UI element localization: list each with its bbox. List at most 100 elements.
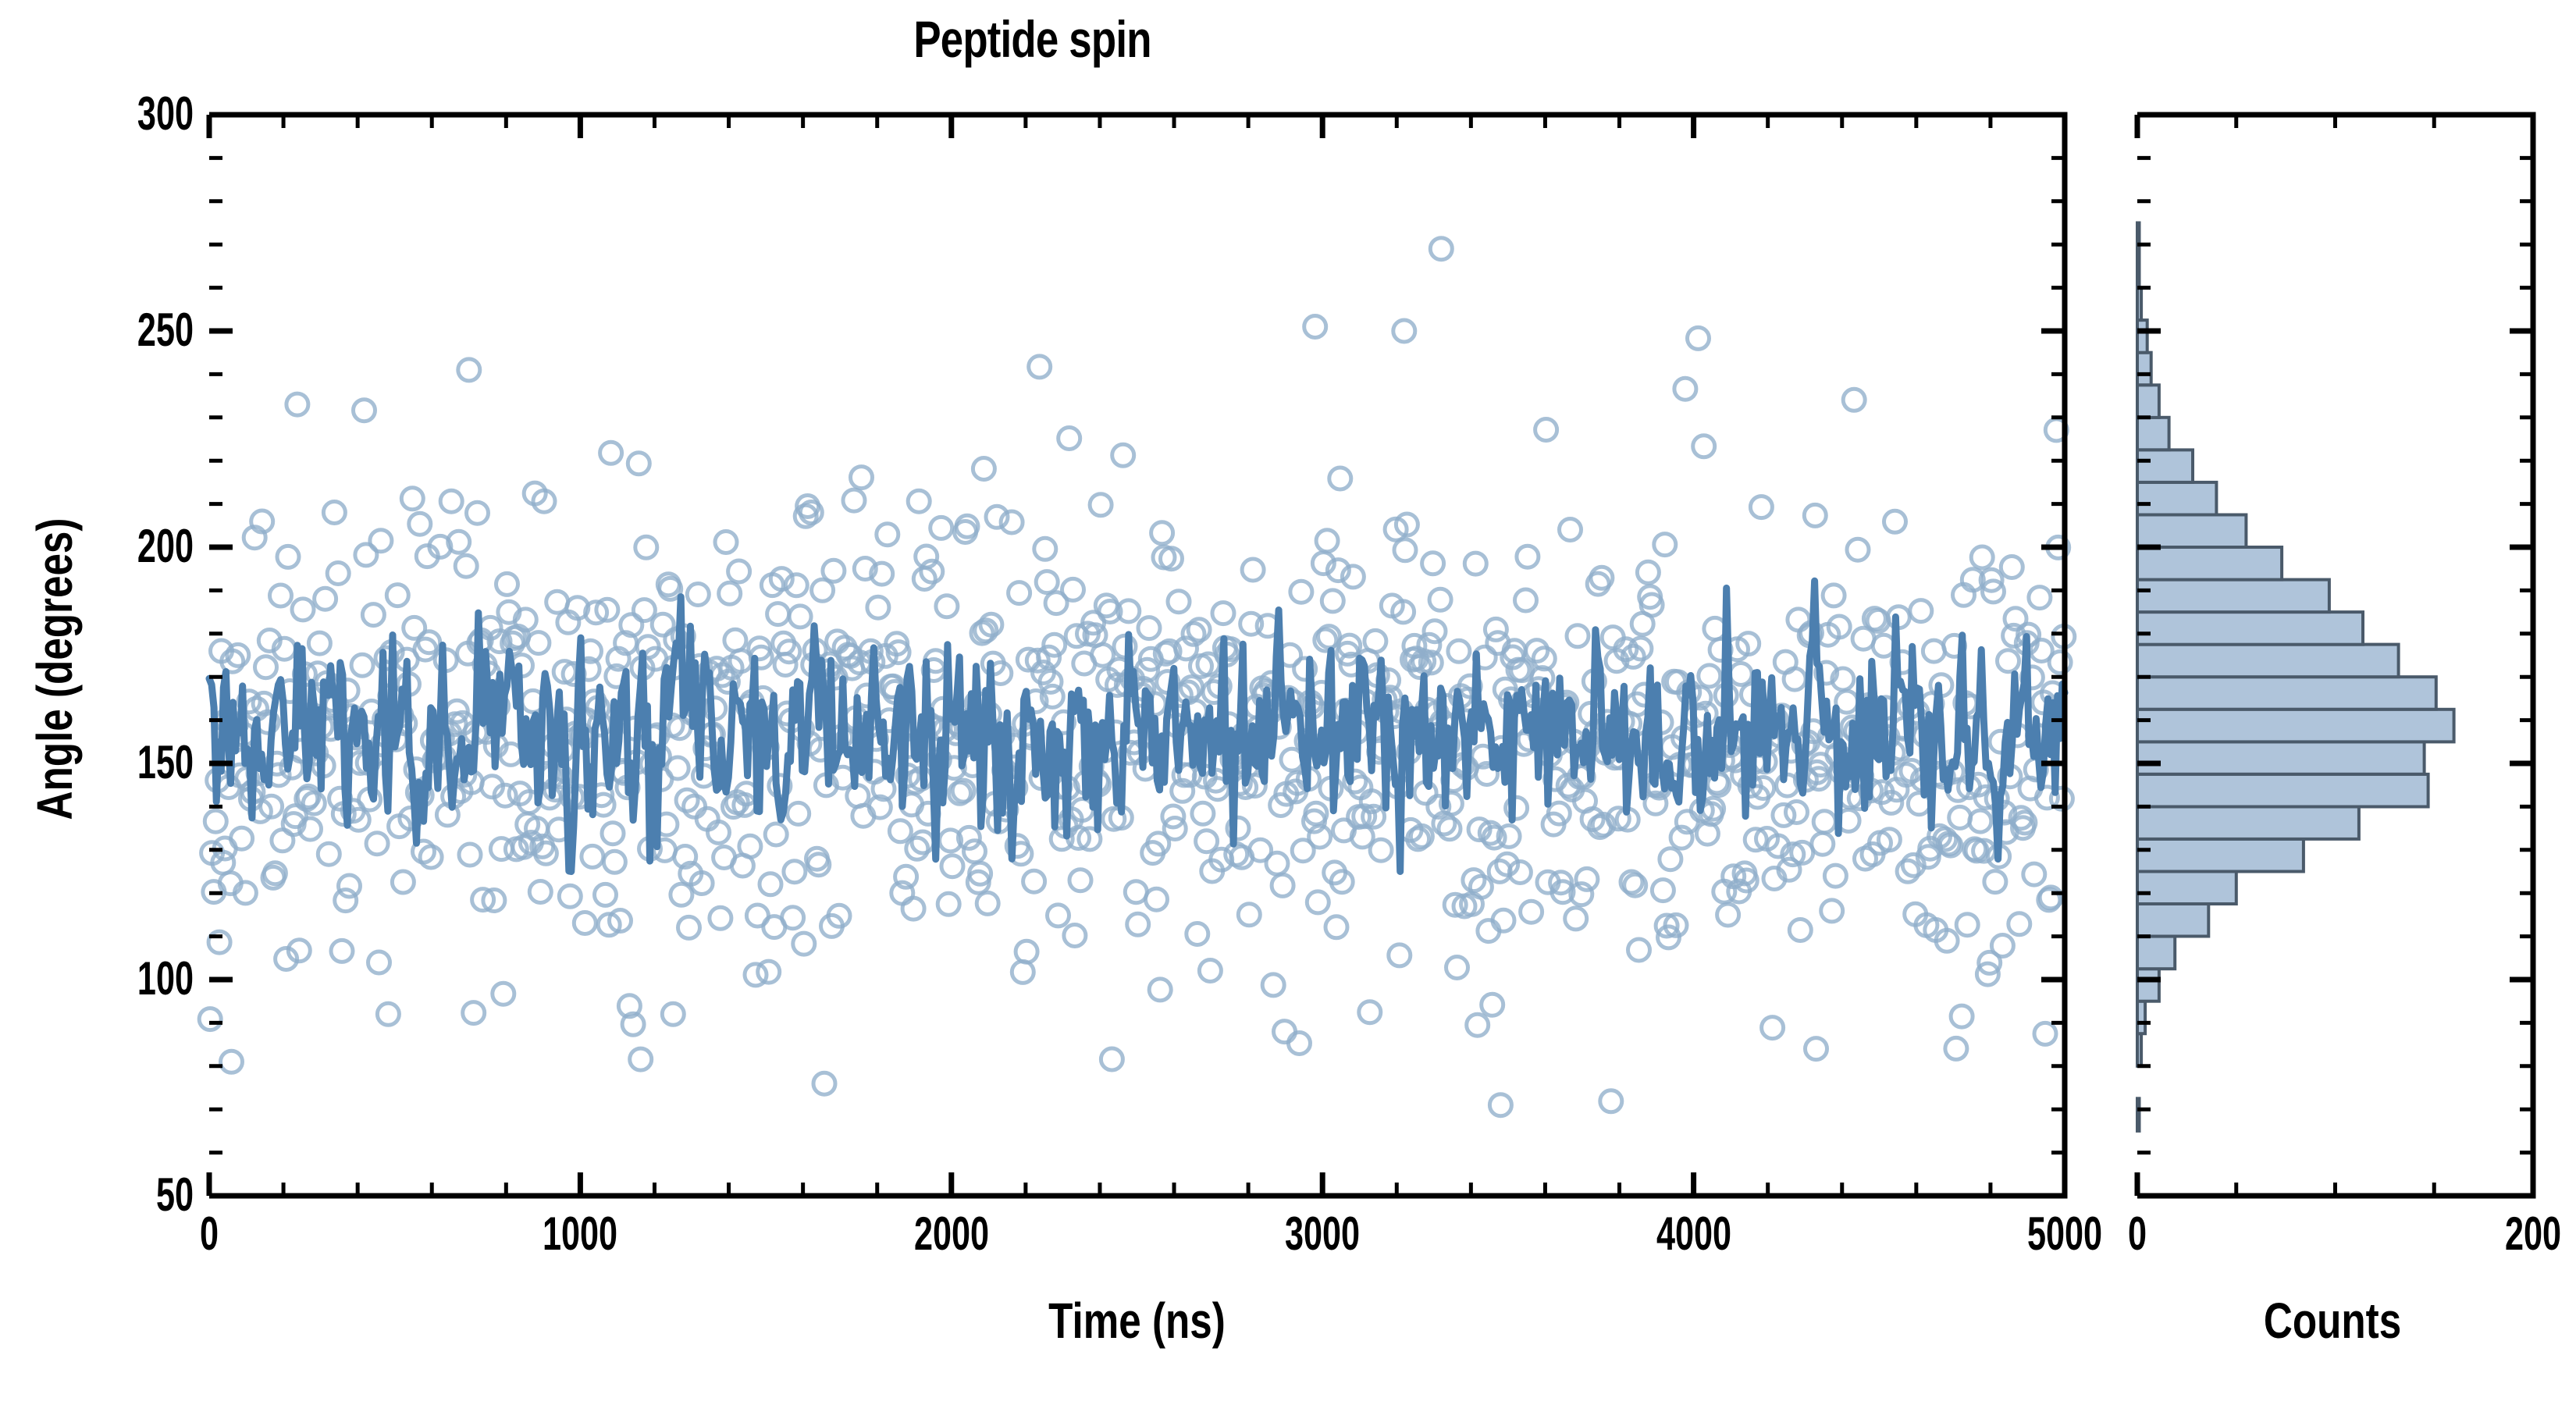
scatter-point — [685, 582, 711, 607]
scatter-point — [258, 793, 285, 820]
scatter-point — [1563, 905, 1589, 932]
scatter-point — [1238, 610, 1265, 637]
histogram-bar — [2136, 513, 2248, 549]
histogram-bar — [2136, 221, 2141, 257]
scatter-point — [1034, 569, 1060, 596]
scatter-point — [1759, 1015, 1786, 1041]
x-tick-label: 3000 — [1285, 1208, 1361, 1260]
scatter-point — [1240, 557, 1266, 583]
scatter-point — [464, 500, 490, 526]
scatter-point — [1067, 867, 1094, 894]
scatter-point — [1009, 959, 1036, 985]
scatter-point — [1978, 567, 2005, 593]
scatter-point — [1546, 800, 1572, 827]
scatter-point — [1425, 794, 1452, 820]
scatter-point — [1811, 809, 1838, 835]
scatter-point — [1943, 1035, 1969, 1062]
scatter-point — [768, 566, 795, 592]
scatter-point — [349, 652, 375, 678]
scatter-point — [1932, 826, 1959, 852]
scatter-point — [791, 930, 817, 957]
scatter-point — [1976, 949, 2003, 976]
scatter-point — [1160, 803, 1187, 830]
scatter-point — [722, 627, 749, 653]
scatter-point — [321, 500, 347, 525]
scatter-point — [1937, 832, 1964, 859]
scatter-point — [301, 790, 327, 816]
scatter-point — [1893, 762, 1920, 788]
scatter-point — [1043, 590, 1069, 617]
scatter-point — [1446, 638, 1472, 664]
scatter-point — [900, 895, 927, 922]
scatter-point — [1314, 528, 1340, 554]
scatter-point — [1125, 911, 1151, 937]
scatter-point — [866, 794, 893, 820]
scatter-point — [1813, 660, 1840, 686]
scatter-point — [1784, 799, 1809, 825]
scatter-point — [1145, 831, 1172, 857]
scatter-point — [1368, 837, 1394, 863]
scatter-point — [1292, 656, 1318, 682]
scatter-point — [1822, 863, 1848, 889]
y-tick-label: 150 — [137, 736, 194, 788]
scatter-point — [1720, 863, 1747, 890]
scatter-point — [1197, 958, 1223, 984]
scatter-point — [1948, 1003, 1975, 1030]
histogram-series — [2136, 221, 2456, 1133]
chart-title: Peptide spin — [913, 10, 1151, 68]
scatter-point — [865, 594, 891, 621]
scatter-point — [1598, 1088, 1624, 1115]
scatter-point — [1780, 841, 1806, 868]
scatter-point — [714, 669, 741, 695]
scatter-point — [481, 887, 507, 913]
scatter-point — [1149, 520, 1176, 546]
scatter-point — [776, 638, 802, 665]
scatter-point — [490, 980, 517, 1007]
scatter-point — [297, 816, 323, 842]
scatter-point — [1362, 628, 1389, 654]
scatter-point — [2006, 911, 2033, 937]
scatter-point — [1652, 532, 1678, 558]
scatter-point — [1733, 867, 1759, 894]
scatter-point — [1706, 772, 1732, 799]
scatter-point — [962, 838, 987, 865]
scatter-point — [676, 914, 702, 941]
scatter-point — [1613, 636, 1639, 663]
scatter-point — [2008, 805, 2034, 831]
scatter-point — [290, 596, 316, 623]
scatter-point — [1162, 816, 1188, 841]
scatter-point — [1037, 668, 1064, 695]
scatter-point — [1461, 867, 1487, 894]
scatter-point — [707, 905, 734, 931]
scatter-point — [527, 879, 553, 905]
scatter-point — [1247, 837, 1274, 863]
scatter-point — [1649, 877, 1676, 904]
scatter-point — [312, 585, 339, 612]
scatter-point — [360, 602, 386, 628]
scatter-point — [756, 959, 782, 985]
y-tick-label: 100 — [137, 952, 194, 1005]
scatter-point — [1878, 789, 1905, 816]
scatter-point — [1408, 823, 1435, 849]
scatter-point — [978, 611, 1005, 638]
scatter-point — [438, 488, 464, 514]
scatter-point — [557, 883, 583, 909]
histogram-bar — [2136, 578, 2331, 614]
scatter-point — [849, 464, 874, 491]
scatter-point — [1620, 643, 1646, 670]
scatter-point — [351, 397, 377, 424]
scatter-point — [1998, 554, 2025, 580]
y-tick-label: 200 — [137, 520, 194, 572]
scatter-point — [1574, 866, 1600, 892]
scatter-point — [1062, 923, 1088, 948]
scatter-point — [1477, 820, 1503, 846]
scatter-point — [1691, 433, 1717, 460]
scatter-point — [1444, 955, 1470, 980]
scatter-point — [1026, 354, 1053, 380]
scatter-point — [1653, 912, 1680, 939]
histogram-bar — [2136, 740, 2426, 776]
scatter-point — [1599, 624, 1626, 651]
scatter-point — [1316, 624, 1342, 650]
scatter-point — [1186, 617, 1212, 643]
